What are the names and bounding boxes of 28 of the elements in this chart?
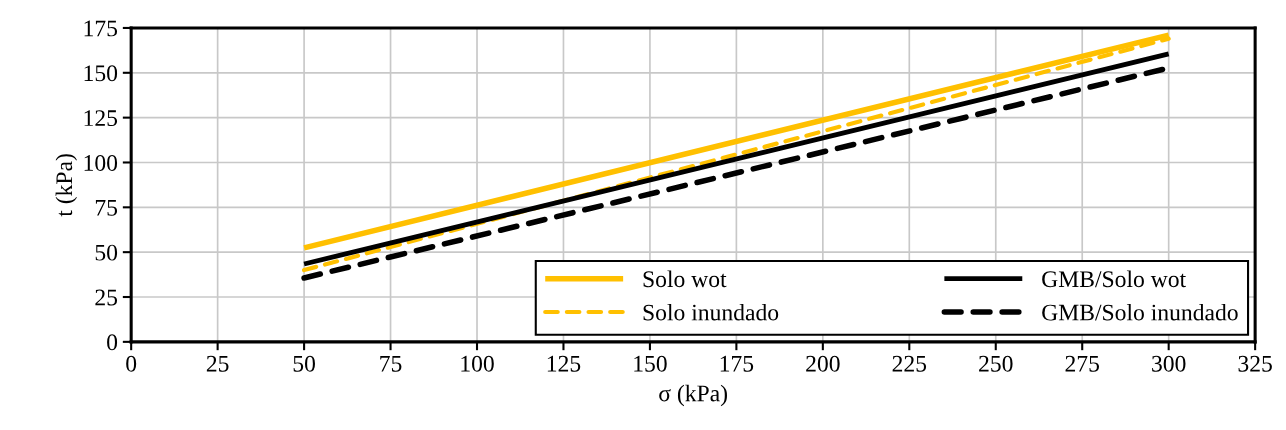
legend-label: GMB/Solo inundado — [1042, 303, 1238, 321]
x-tick-label: 125 — [547, 355, 581, 372]
y-tick-label: 25 — [95, 289, 118, 306]
x-tick-label: 250 — [979, 355, 1013, 372]
y-tick-label: 50 — [95, 244, 118, 261]
x-tick-label: 50 — [293, 355, 315, 372]
x-tick-label: 150 — [634, 355, 667, 372]
x-tick-label: 325 — [1238, 355, 1272, 372]
y-axis-title: t (kPa) — [55, 154, 78, 217]
y-tick-label: 175 — [84, 20, 118, 37]
y-tick-label: 0 — [107, 334, 118, 351]
x-tick-label: 75 — [380, 355, 402, 372]
y-tick-label: 125 — [84, 110, 118, 127]
x-tick-label: 100 — [461, 355, 494, 372]
x-tick-label: 175 — [720, 355, 754, 372]
x-tick-label: 0 — [126, 355, 137, 372]
y-tick-label: 100 — [84, 154, 118, 171]
x-tick-label: 275 — [1065, 355, 1099, 372]
x-axis-title: σ (kPa) — [659, 384, 727, 407]
legend-label: GMB/Solo wot — [1042, 270, 1187, 288]
x-tick-label: 300 — [1152, 355, 1186, 372]
x-tick-label: 25 — [206, 355, 229, 372]
x-tick-label: 200 — [806, 355, 840, 372]
y-tick-label: 75 — [95, 200, 118, 216]
legend-label: Solo inundado — [643, 303, 779, 321]
x-tick-label: 225 — [892, 355, 927, 372]
y-tick-label: 150 — [84, 65, 118, 82]
legend-label: Solo wot — [643, 270, 727, 288]
